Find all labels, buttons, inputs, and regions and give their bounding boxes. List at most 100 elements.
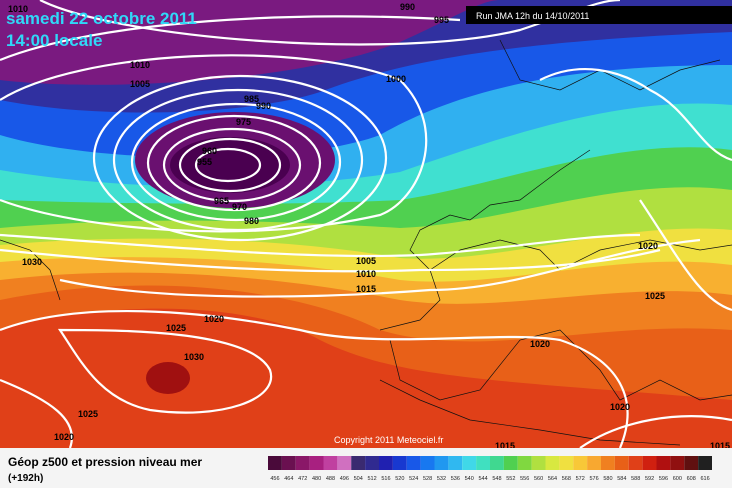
scale-label: 488 bbox=[326, 476, 335, 482]
run-info: Run JMA 12h du 14/10/2011 bbox=[476, 11, 589, 21]
scale-label: 608 bbox=[687, 476, 696, 482]
scale-swatch bbox=[337, 456, 352, 470]
scale-label: 464 bbox=[284, 476, 293, 482]
scale-label: 596 bbox=[659, 476, 668, 482]
scale-label: 572 bbox=[576, 476, 585, 482]
scale-swatch bbox=[365, 456, 379, 470]
isobar-label: 1020 bbox=[638, 241, 658, 251]
scale-label: 556 bbox=[520, 476, 529, 482]
isobar-label: 1030 bbox=[184, 352, 204, 362]
isobar-label: 1020 bbox=[530, 339, 550, 349]
scale-label: 540 bbox=[465, 476, 474, 482]
scale-label: 532 bbox=[437, 476, 446, 482]
scale-label: 536 bbox=[451, 476, 460, 482]
scale-label: 600 bbox=[673, 476, 682, 482]
scale-swatch bbox=[614, 456, 629, 470]
isobar-label: 1010 bbox=[356, 269, 376, 279]
scale-label: 504 bbox=[354, 476, 363, 482]
scale-swatch bbox=[698, 456, 712, 470]
run-banner bbox=[466, 6, 732, 24]
scale-label: 480 bbox=[312, 476, 321, 482]
scale-swatch bbox=[670, 456, 685, 470]
scale-label: 560 bbox=[534, 476, 543, 482]
scale-swatch bbox=[545, 456, 560, 470]
scale-swatch bbox=[420, 456, 435, 470]
isobar-label: 1015 bbox=[356, 284, 376, 294]
isobar-label: 1025 bbox=[645, 291, 665, 301]
scale-label: 516 bbox=[381, 476, 390, 482]
scale-swatch bbox=[448, 456, 463, 470]
scale-swatch bbox=[462, 456, 477, 470]
color-scale: 456 464 472 480 488 496 504 512 516 520 524 528 532 5… bbox=[268, 456, 712, 482]
scale-swatch bbox=[434, 456, 449, 470]
scale-label: 564 bbox=[548, 476, 557, 482]
scale-label: 568 bbox=[562, 476, 571, 482]
scale-swatch bbox=[281, 456, 296, 470]
isobar-label: 1025 bbox=[78, 409, 98, 419]
isobar-label: 970 bbox=[232, 202, 247, 212]
scale-label: 496 bbox=[340, 476, 349, 482]
scale-swatch bbox=[684, 456, 699, 470]
isobar-label: 1015 bbox=[710, 441, 730, 451]
scale-swatch bbox=[531, 456, 546, 470]
scale-label: 552 bbox=[506, 476, 515, 482]
isobar-label: 980 bbox=[244, 216, 259, 226]
isobar-label: 1020 bbox=[54, 432, 74, 442]
isobar-label: 1010 bbox=[130, 60, 150, 70]
isobar-label: 990 bbox=[256, 101, 271, 111]
forecast-lead: (+192h) bbox=[8, 473, 43, 484]
isobar-label: 1000 bbox=[386, 74, 406, 84]
isobar-label: 1005 bbox=[130, 79, 150, 89]
scale-swatch bbox=[642, 456, 657, 470]
scale-label: 588 bbox=[631, 476, 640, 482]
isobar-label: 1030 bbox=[22, 257, 42, 267]
scale-label: 592 bbox=[645, 476, 654, 482]
geopotential-field bbox=[0, 0, 732, 448]
valid-time: 14:00 locale bbox=[6, 31, 102, 50]
scale-swatch bbox=[295, 456, 310, 470]
scale-swatch bbox=[379, 456, 393, 470]
scale-label: 584 bbox=[617, 476, 626, 482]
isobar-label: 1020 bbox=[204, 314, 224, 324]
scale-swatch bbox=[573, 456, 588, 470]
scale-label: 472 bbox=[298, 476, 307, 482]
scale-swatch bbox=[490, 456, 504, 470]
scale-label: 576 bbox=[589, 476, 598, 482]
isobar-label: 1005 bbox=[356, 256, 376, 266]
scale-swatch bbox=[656, 456, 671, 470]
isobar-label: 1020 bbox=[610, 402, 630, 412]
isobars bbox=[0, 0, 732, 449]
scale-label: 520 bbox=[395, 476, 404, 482]
scale-swatch bbox=[517, 456, 532, 470]
scale-label: 524 bbox=[409, 476, 418, 482]
isobar-label: 1015 bbox=[495, 441, 515, 451]
scale-swatch bbox=[559, 456, 574, 470]
scale-swatch bbox=[601, 456, 615, 470]
isobar-label: 995 bbox=[434, 15, 449, 25]
isobar-label: 965 bbox=[214, 196, 229, 206]
scale-label: 456 bbox=[270, 476, 279, 482]
scale-swatch bbox=[351, 456, 366, 470]
scale-label: 580 bbox=[603, 476, 612, 482]
isobar-label: 975 bbox=[236, 117, 251, 127]
copyright: Copyright 2011 Meteociel.fr bbox=[334, 435, 443, 445]
isobar-label: 960 bbox=[202, 146, 217, 156]
isobar-label: 955 bbox=[197, 157, 212, 167]
scale-swatch bbox=[268, 456, 282, 470]
scale-swatch bbox=[323, 456, 338, 470]
map-title: samedi 22 octobre 2011 bbox=[6, 9, 197, 28]
scale-swatch bbox=[309, 456, 324, 470]
scale-label: 616 bbox=[700, 476, 709, 482]
isobar-label: 990 bbox=[400, 2, 415, 12]
scale-swatch bbox=[587, 456, 601, 470]
isobar-label: 1025 bbox=[166, 323, 186, 333]
scale-label: 512 bbox=[367, 476, 376, 482]
scale-swatch bbox=[503, 456, 518, 470]
scale-label: 544 bbox=[478, 476, 487, 482]
scale-swatch bbox=[392, 456, 407, 470]
scale-swatch bbox=[406, 456, 421, 470]
scale-swatch bbox=[628, 456, 643, 470]
isobar-label: 985 bbox=[244, 94, 259, 104]
scale-swatch bbox=[476, 456, 490, 470]
